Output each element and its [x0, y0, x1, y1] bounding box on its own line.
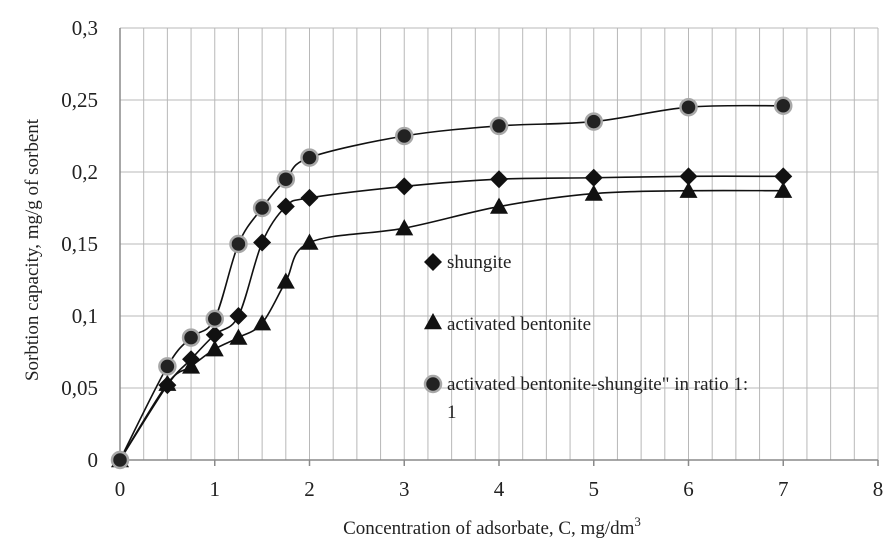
- data-point-diamond: [229, 307, 248, 325]
- x-tick-label: 3: [399, 477, 410, 501]
- x-tick-label: 0: [115, 477, 126, 501]
- x-axis-title-superscript: 3: [634, 514, 641, 529]
- data-point-diamond: [300, 188, 319, 207]
- y-tick-labels: 0 0,05 0,1 0,15 0,2 0,25 0,3: [61, 16, 98, 472]
- data-point-diamond: [774, 167, 793, 186]
- data-markers: [110, 96, 793, 470]
- data-point-circle: [395, 126, 414, 146]
- x-axis-title: Concentration of adsorbate, C, mg/dm3: [343, 514, 641, 539]
- data-point-circle: [158, 357, 177, 376]
- data-point-diamond: [584, 168, 603, 187]
- axes: [119, 28, 879, 466]
- legend-label: shungite: [447, 252, 511, 273]
- data-point-circle: [584, 112, 603, 131]
- data-point-circle: [489, 116, 509, 136]
- data-point-triangle: [679, 181, 698, 198]
- data-point-circle: [252, 198, 272, 218]
- y-tick-label: 0,05: [61, 376, 98, 400]
- legend-label: activated bentonite: [447, 314, 591, 335]
- x-tick-label: 5: [589, 477, 600, 501]
- x-tick-label: 4: [494, 477, 505, 501]
- x-tick-label: 6: [683, 477, 694, 501]
- y-tick-label: 0,25: [61, 88, 98, 112]
- data-point-diamond: [253, 233, 272, 252]
- y-tick-label: 0,2: [72, 160, 98, 184]
- x-tick-labels: 0 1 2 3 4 5 6 7 8: [115, 477, 884, 501]
- data-point-triangle: [395, 219, 414, 236]
- x-tick-label: 7: [778, 477, 789, 501]
- y-tick-label: 0,1: [72, 304, 98, 328]
- data-point-circle: [774, 96, 793, 116]
- legend-marker-triangle: [424, 313, 442, 330]
- x-tick-label: 1: [210, 477, 221, 501]
- data-point-diamond: [205, 325, 224, 344]
- data-point-circle: [110, 450, 130, 470]
- data-point-triangle: [774, 181, 793, 198]
- data-point-triangle: [253, 314, 272, 331]
- data-point-triangle: [158, 374, 177, 391]
- data-point-circle: [679, 97, 698, 117]
- y-axis-title: Sorbtion capacity, mg/g of sorbent: [22, 118, 43, 381]
- data-point-circle: [276, 169, 296, 189]
- data-point-triangle: [300, 233, 319, 250]
- y-tick-label: 0,3: [72, 16, 98, 40]
- legend-label: 1: [447, 402, 457, 423]
- data-point-diamond: [276, 197, 295, 216]
- data-point-triangle: [229, 328, 248, 345]
- legend-label: activated bentonite-shungite" in ratio 1…: [447, 374, 748, 395]
- x-tick-label: 2: [304, 477, 315, 501]
- data-point-triangle: [276, 272, 295, 289]
- legend-marker-diamond: [424, 253, 442, 271]
- data-point-triangle: [490, 197, 508, 214]
- data-point-diamond: [490, 170, 508, 189]
- x-axis-title-text: Concentration of adsorbate, C, mg/dm: [343, 518, 634, 539]
- y-tick-label: 0,15: [61, 232, 98, 256]
- data-point-diamond: [395, 177, 414, 196]
- x-tick-label: 8: [873, 477, 884, 501]
- y-tick-label: 0: [88, 448, 99, 472]
- data-point-diamond: [679, 167, 698, 186]
- data-point-triangle: [205, 340, 224, 357]
- data-point-triangle: [182, 357, 201, 374]
- legend-marker-circle: [423, 374, 443, 394]
- data-point-circle: [229, 234, 248, 254]
- data-point-circle: [300, 148, 319, 167]
- data-point-triangle: [584, 184, 603, 201]
- legend: shungite activated bentonite activated ben…: [423, 252, 748, 423]
- data-point-circle: [181, 328, 201, 347]
- data-point-circle: [205, 309, 224, 329]
